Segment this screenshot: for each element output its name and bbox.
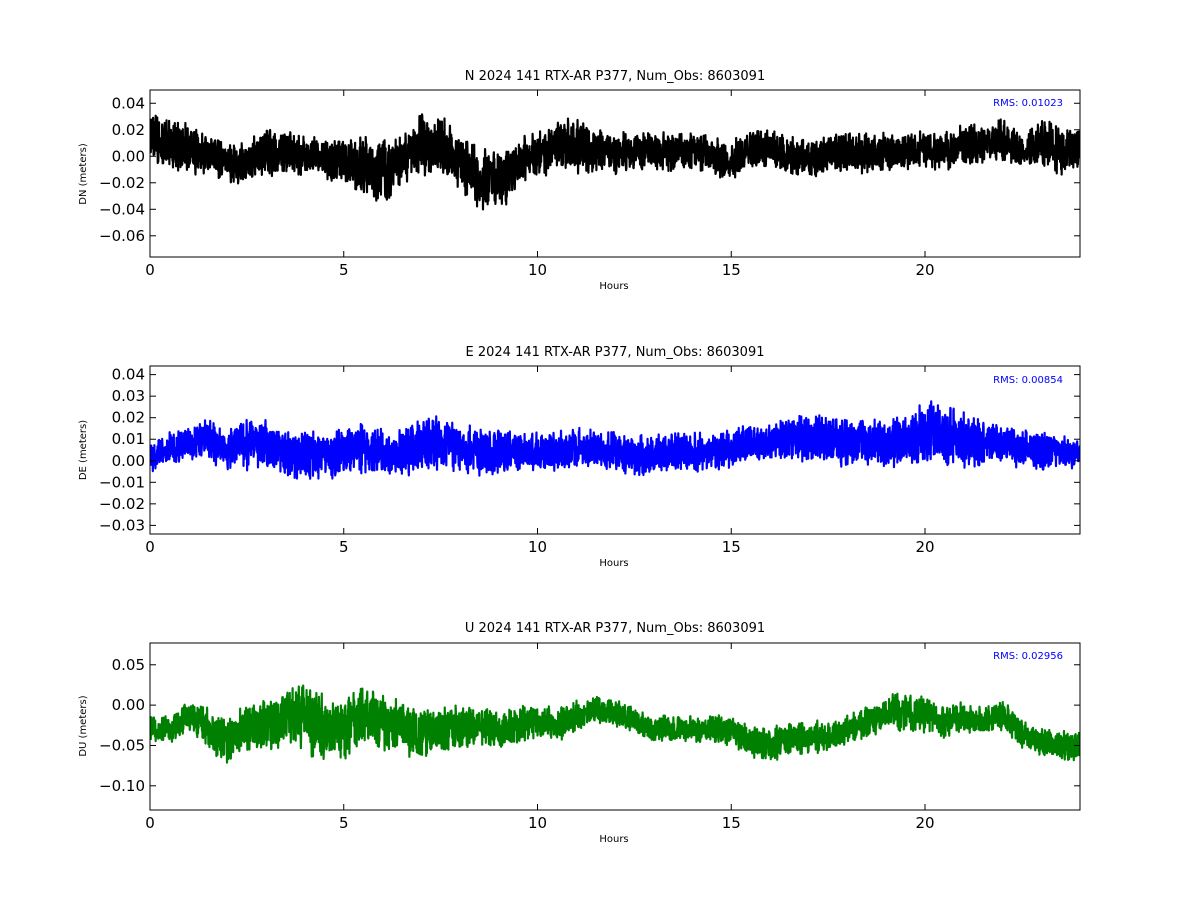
x-tick-label: 5 [339, 538, 349, 556]
panel-title: N 2024 141 RTX-AR P377, Num_Obs: 8603091 [465, 69, 765, 84]
y-tick-label: 0.03 [112, 387, 145, 405]
y-tick-label: −0.04 [99, 200, 145, 218]
y-axis-label: DU (meters) [78, 695, 89, 756]
x-axis-label: Hours [599, 834, 628, 845]
x-axis-label: Hours [599, 281, 628, 292]
x-tick-label: 10 [528, 814, 547, 832]
x-tick-label: 10 [528, 261, 547, 279]
x-tick-label: 20 [915, 538, 934, 556]
x-tick-label: 20 [915, 261, 934, 279]
x-tick-label: 0 [145, 261, 155, 279]
y-tick-label: 0.04 [112, 94, 145, 112]
axes-frame [149, 642, 1081, 811]
y-tick-label: 0.01 [112, 430, 145, 448]
series-line-up [150, 684, 1080, 764]
y-tick-label: −0.10 [99, 777, 145, 795]
panel-up: 0 5 10 15 20 −0.10 −0.05 0.00 0.05 U 2024 141 RTX… [78, 621, 1081, 845]
y-tick-label: 0.00 [112, 696, 145, 714]
panel-north: 0 5 10 15 20 −0.06 −0.04 −0.02 0.00 0.02 0.04 N 202… [78, 69, 1081, 292]
axes-frame [149, 89, 1081, 258]
y-tick-label: −0.01 [99, 473, 145, 491]
y-tick-label: −0.06 [99, 227, 145, 245]
y-tick-label: −0.02 [99, 174, 145, 192]
y-tick-label: −0.05 [99, 736, 145, 754]
x-tick-label: 15 [722, 261, 741, 279]
y-tick-label: 0.02 [112, 409, 145, 427]
series-line-north [150, 113, 1080, 211]
rms-annotation: RMS: 0.02956 [993, 651, 1063, 662]
y-tick-label: 0.05 [112, 656, 145, 674]
y-axis-label: DE (meters) [78, 420, 89, 480]
y-tick-label: −0.03 [99, 516, 145, 534]
x-tick-label: 5 [339, 814, 349, 832]
rms-annotation: RMS: 0.00854 [993, 375, 1063, 386]
x-tick-label: 0 [145, 538, 155, 556]
x-tick-label: 5 [339, 261, 349, 279]
y-axis-label: DN (meters) [78, 143, 89, 205]
panel-title: U 2024 141 RTX-AR P377, Num_Obs: 8603091 [465, 621, 765, 636]
y-tick-label: 0.04 [112, 366, 145, 384]
axes-frame [149, 365, 1081, 535]
rms-annotation: RMS: 0.01023 [993, 98, 1063, 109]
panel-title: E 2024 141 RTX-AR P377, Num_Obs: 8603091 [466, 345, 765, 360]
x-axis-label: Hours [599, 558, 628, 569]
x-tick-label: 10 [528, 538, 547, 556]
y-tick-label: 0.02 [112, 121, 145, 139]
y-tick-label: −0.02 [99, 495, 145, 513]
x-tick-label: 20 [915, 814, 934, 832]
panel-east: 0 5 10 15 20 −0.03 −0.02 −0.01 0.00 0.01 0.02 0.03 0… [78, 345, 1081, 569]
x-tick-label: 15 [722, 538, 741, 556]
series-line-east [150, 400, 1080, 480]
x-tick-label: 0 [145, 814, 155, 832]
y-tick-label: 0.00 [112, 147, 145, 165]
y-tick-label: 0.00 [112, 452, 145, 470]
x-tick-label: 15 [722, 814, 741, 832]
